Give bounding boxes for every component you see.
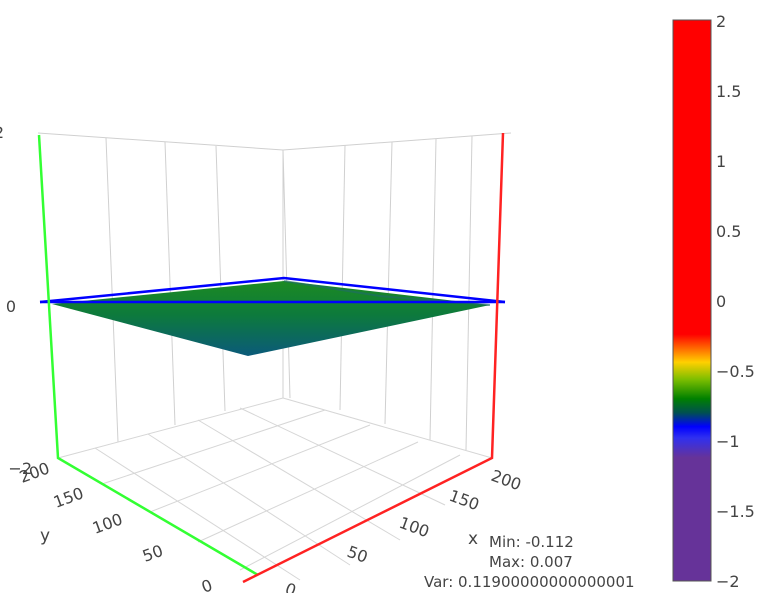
stats-panel: Min: -0.112 Max: 0.007 Var: 0.1190000000… (424, 532, 635, 592)
z-axis-back-line (39, 276, 506, 304)
colorbar-tick-0: 0 (716, 292, 726, 311)
colorbar-tick-2: 2 (716, 12, 726, 31)
y-tick-100: 100 (90, 509, 125, 537)
floor-grid (57, 397, 493, 581)
surface-plane (52, 281, 490, 356)
colorbar: 2 1.5 1 0.5 0 −0.5 −1 −1.5 −2 (672, 12, 755, 591)
colorbar-tick-neg-1.5: −1.5 (716, 502, 755, 521)
x-axis-title: x (468, 529, 478, 549)
back-wall-grid (37, 132, 512, 451)
stat-min: Min: -0.112 (489, 533, 574, 551)
colorbar-tick-1.5: 1.5 (716, 82, 741, 101)
colorbar-tick-neg-2: −2 (716, 572, 740, 591)
z-tick-bottom: −2 (8, 459, 32, 478)
y-axis-title: y (40, 526, 50, 546)
colorbar-tick-1: 1 (716, 152, 726, 171)
stat-var: Var: 0.11900000000000001 (424, 573, 635, 591)
y-tick-150: 150 (51, 483, 86, 511)
z-tick-mid: 0 (6, 297, 16, 316)
colorbar-tick-neg-0.5: −0.5 (716, 362, 755, 381)
x-tick-50: 50 (345, 542, 371, 567)
x-tick-0: 0 (283, 579, 299, 593)
x-tick-150: 150 (447, 486, 482, 514)
x-axis-line (242, 132, 505, 584)
stat-max: Max: 0.007 (489, 553, 573, 571)
colorbar-gradient (672, 19, 712, 582)
x-tick-200: 200 (489, 466, 524, 494)
y-axis-line (37, 134, 259, 577)
colorbar-tick-neg-1: −1 (716, 432, 740, 451)
y-tick-0: 0 (199, 575, 215, 593)
y-tick-50: 50 (140, 541, 166, 566)
z-tick-top: 2 (0, 123, 4, 142)
colorbar-tick-0.5: 0.5 (716, 222, 741, 241)
